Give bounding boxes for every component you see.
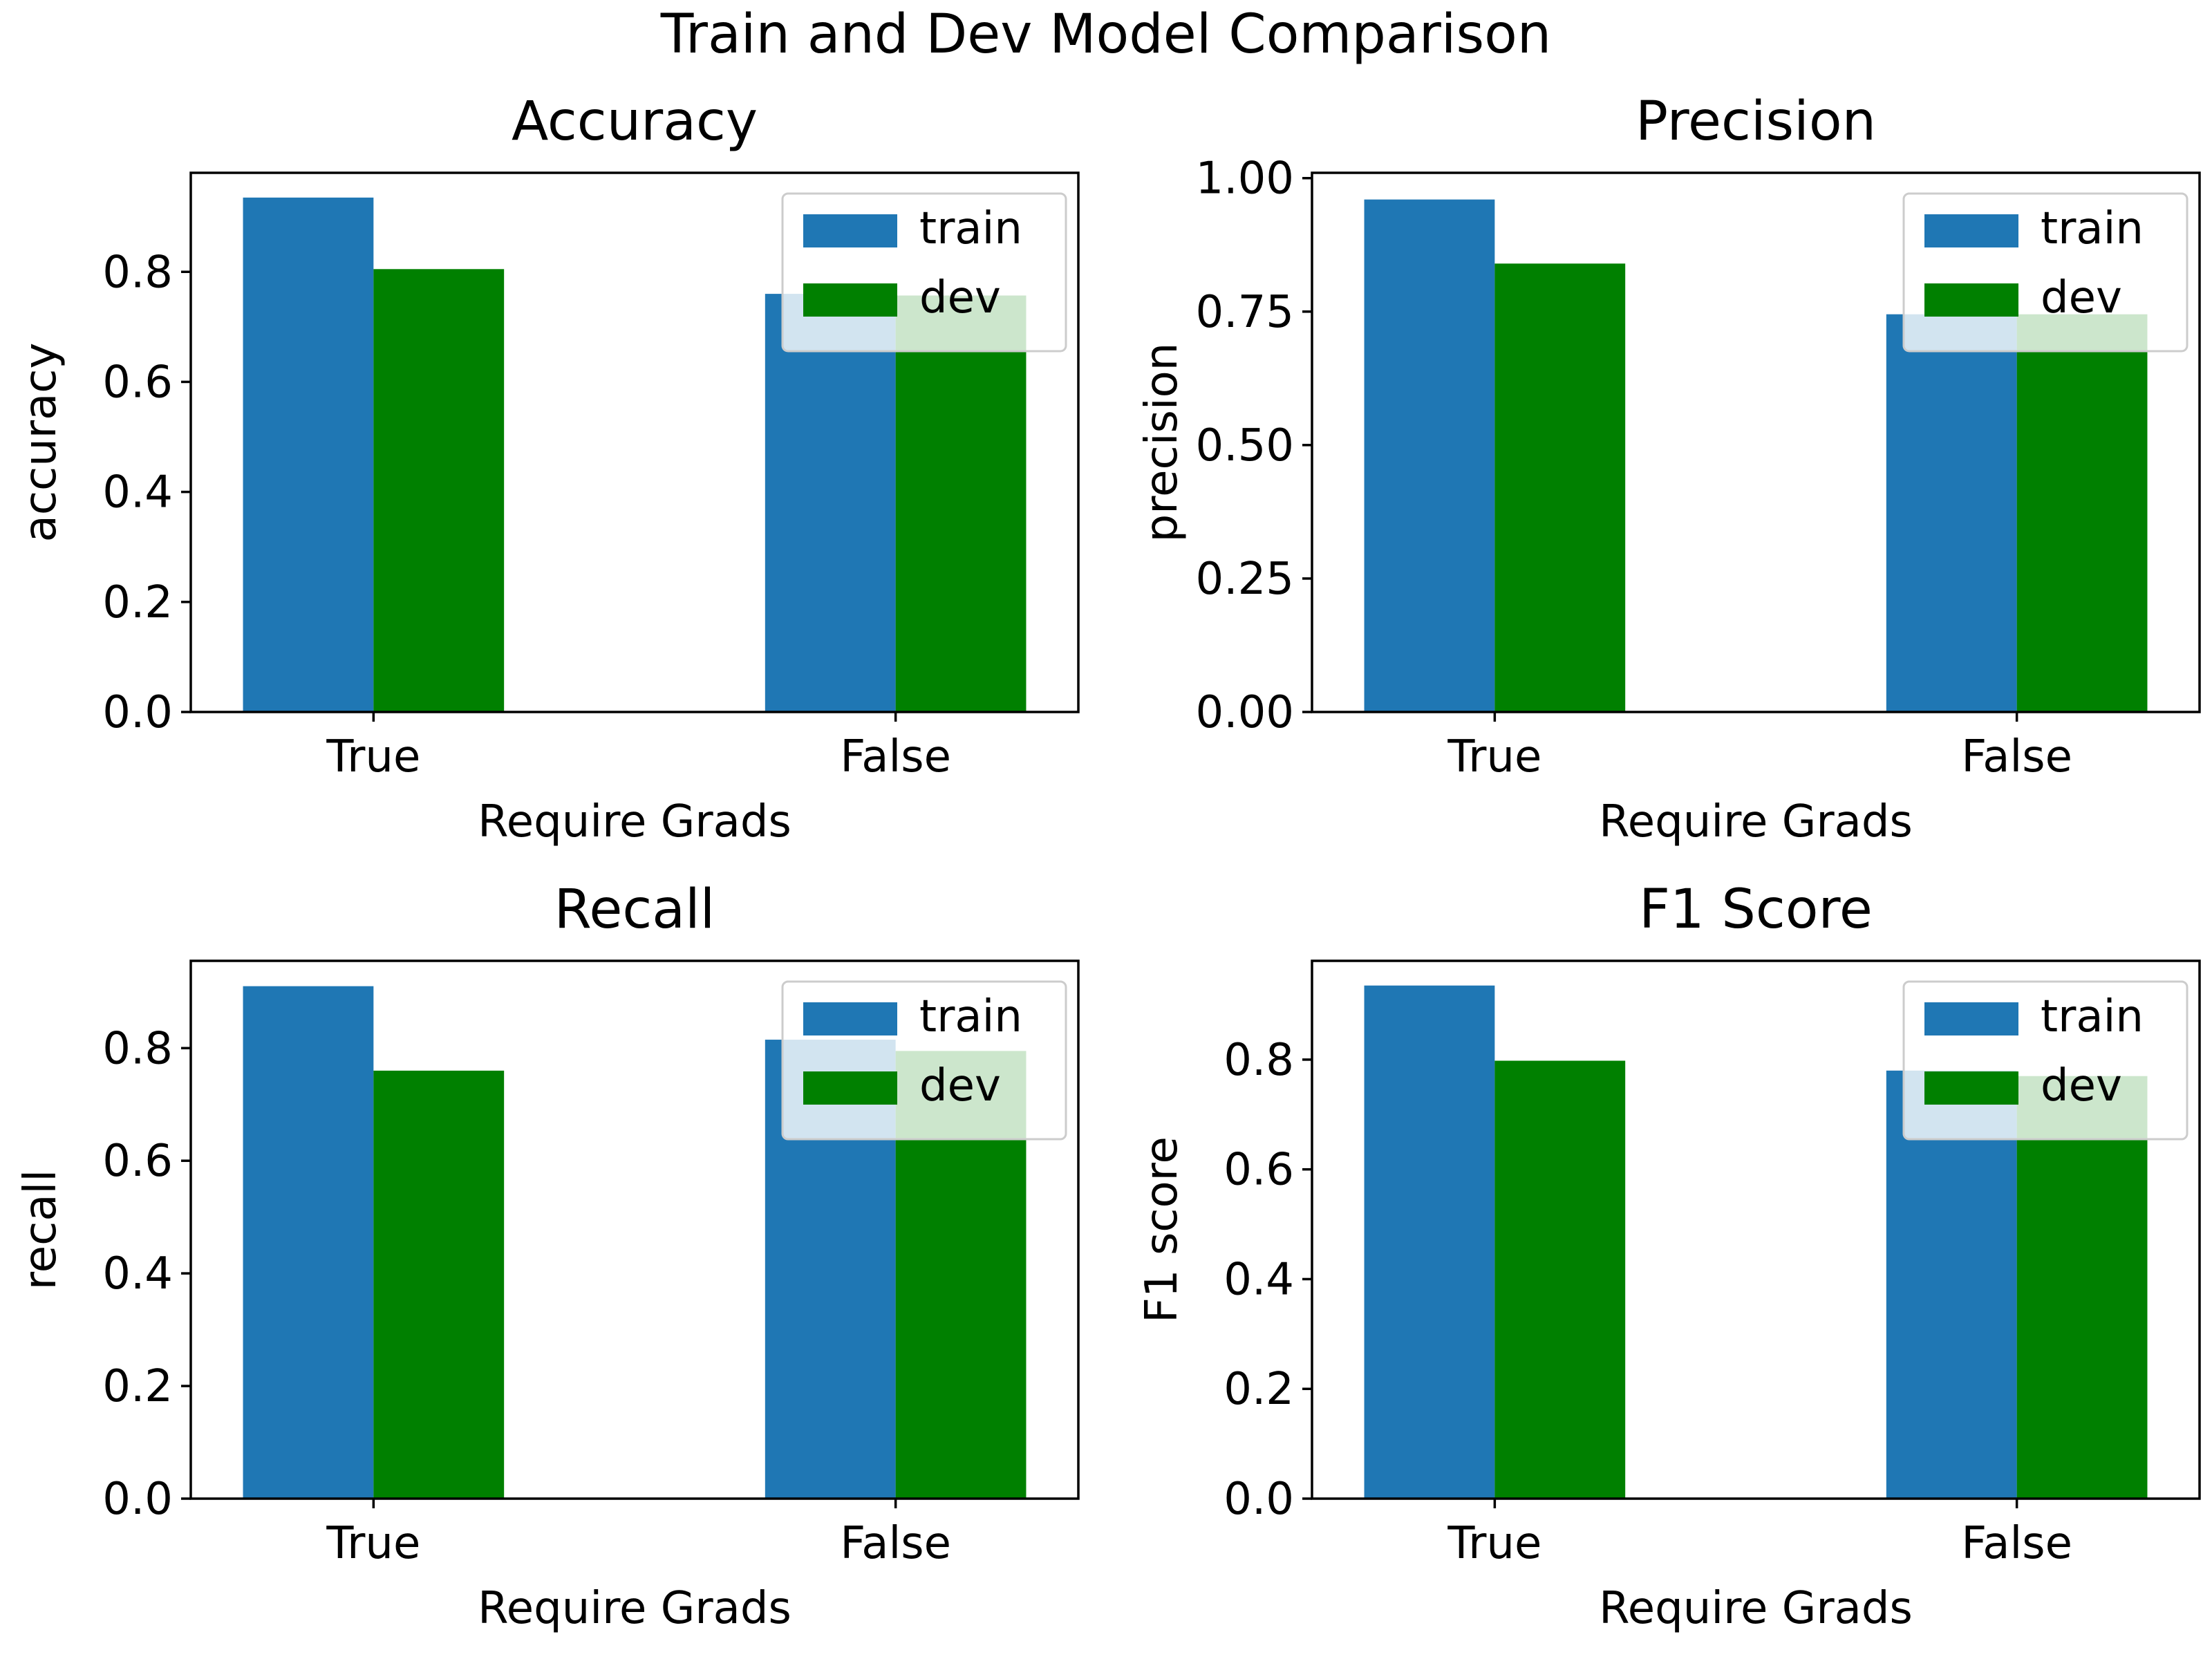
subplot-3: 0.0 0.2 0.4 0.6 0.8 True False Require Grads rec… bbox=[15, 879, 1080, 1634]
bar-dev-true bbox=[1494, 263, 1626, 712]
subplot-2: 0.00 0.25 0.50 0.75 1.00 True False Require Gra… bbox=[1136, 91, 2201, 847]
y-tick-label: 0.2 bbox=[1224, 1364, 1294, 1415]
y-axis-label: accuracy bbox=[15, 343, 66, 543]
y-tick-label: 0.0 bbox=[102, 1474, 173, 1525]
bar-dev-true bbox=[1494, 1060, 1626, 1499]
legend-label-train: train bbox=[919, 203, 1022, 254]
bar-train-true bbox=[1364, 985, 1495, 1499]
y-tick-label: 0.75 bbox=[1196, 287, 1295, 338]
legend-swatch-train bbox=[1924, 214, 2018, 247]
y-tick-label: 1.00 bbox=[1196, 153, 1295, 205]
subplot-title: Precision bbox=[1635, 91, 1876, 153]
bar-train-true bbox=[243, 197, 374, 712]
legend-label-train: train bbox=[919, 991, 1022, 1042]
bar-dev-false bbox=[2016, 314, 2148, 712]
legend: train dev bbox=[781, 192, 1067, 353]
y-tick-label: 0.0 bbox=[102, 687, 173, 738]
subplot-title: Recall bbox=[554, 879, 715, 941]
x-axis-label: Require Grads bbox=[1599, 1583, 1913, 1634]
axes-frame bbox=[189, 171, 1080, 713]
legend-swatch-dev bbox=[803, 283, 897, 317]
y-tick-label: 0.00 bbox=[1196, 687, 1295, 738]
x-tick-label: True bbox=[326, 1518, 420, 1569]
y-tick-label: 0.6 bbox=[102, 1136, 173, 1187]
y-axis-label: F1 score bbox=[1136, 1136, 1188, 1323]
axes-frame bbox=[1311, 171, 2201, 713]
y-tick-label: 0.2 bbox=[102, 1361, 173, 1412]
y-axis-label: precision bbox=[1136, 343, 1188, 543]
legend-swatch-dev bbox=[803, 1071, 897, 1105]
y-tick-label: 0.4 bbox=[102, 1248, 173, 1300]
y-tick-label: 0.2 bbox=[102, 577, 173, 628]
legend-label-dev: dev bbox=[2041, 272, 2122, 324]
bar-train-false bbox=[765, 294, 896, 713]
legend-swatch-dev bbox=[1924, 283, 2018, 317]
y-tick-label: 0.8 bbox=[102, 247, 173, 298]
bar-train-false bbox=[1886, 314, 2017, 712]
legend-swatch-train bbox=[803, 1002, 897, 1035]
x-axis-label: Require Grads bbox=[1599, 796, 1913, 847]
subplots-grid: 0.0 0.2 0.4 0.6 0.8 True False Require Grads acc… bbox=[15, 91, 2201, 1634]
y-tick-label: 0.25 bbox=[1196, 554, 1295, 605]
x-tick-label: False bbox=[840, 731, 951, 782]
bar-train-true bbox=[243, 986, 374, 1499]
x-tick-label: False bbox=[840, 1518, 951, 1569]
subplot-title: Accuracy bbox=[512, 91, 758, 153]
legend-label-dev: dev bbox=[2041, 1060, 2122, 1112]
bar-train-false bbox=[1886, 1070, 2017, 1499]
legend-swatch-train bbox=[1924, 1002, 2018, 1035]
y-tick-label: 0.6 bbox=[1224, 1145, 1294, 1196]
y-tick-label: 0.4 bbox=[1224, 1254, 1294, 1305]
bar-dev-true bbox=[373, 1070, 505, 1499]
bar-dev-true bbox=[373, 269, 505, 712]
legend: train dev bbox=[1902, 980, 2188, 1141]
legend-label-train: train bbox=[2041, 991, 2144, 1042]
figure-title: Train and Dev Model Comparison bbox=[660, 3, 1552, 66]
bar-dev-false bbox=[895, 295, 1027, 712]
y-tick-label: 0.50 bbox=[1196, 420, 1295, 471]
y-tick-label: 0.4 bbox=[102, 467, 173, 518]
y-axis-label: recall bbox=[15, 1170, 66, 1290]
subplot-title: F1 Score bbox=[1639, 879, 1873, 941]
legend-label-dev: dev bbox=[919, 272, 1001, 324]
subplot-4: 0.0 0.2 0.4 0.6 0.8 True False Require Grads F1 … bbox=[1136, 879, 2201, 1634]
bar-train-true bbox=[1364, 199, 1495, 712]
bar-dev-false bbox=[2016, 1076, 2148, 1499]
y-tick-label: 0.8 bbox=[102, 1023, 173, 1074]
x-tick-label: False bbox=[1961, 731, 2072, 782]
x-axis-label: Require Grads bbox=[478, 796, 791, 847]
x-tick-label: True bbox=[1447, 1518, 1541, 1569]
y-tick-label: 0.6 bbox=[102, 357, 173, 408]
legend-label-dev: dev bbox=[919, 1060, 1001, 1112]
subplot-1: 0.0 0.2 0.4 0.6 0.8 True False Require Grads acc… bbox=[15, 91, 1080, 847]
axes-frame bbox=[189, 959, 1080, 1500]
legend-label-train: train bbox=[2041, 203, 2144, 254]
legend-swatch-train bbox=[803, 214, 897, 247]
y-tick-label: 0.8 bbox=[1224, 1035, 1294, 1086]
y-tick-label: 0.0 bbox=[1224, 1474, 1294, 1525]
x-tick-label: True bbox=[326, 731, 420, 782]
x-axis-label: Require Grads bbox=[478, 1583, 791, 1634]
legend: train dev bbox=[1902, 192, 2188, 353]
x-tick-label: False bbox=[1961, 1518, 2072, 1569]
legend-swatch-dev bbox=[1924, 1071, 2018, 1105]
legend: train dev bbox=[781, 980, 1067, 1141]
x-tick-label: True bbox=[1447, 731, 1541, 782]
axes-frame bbox=[1311, 959, 2201, 1500]
